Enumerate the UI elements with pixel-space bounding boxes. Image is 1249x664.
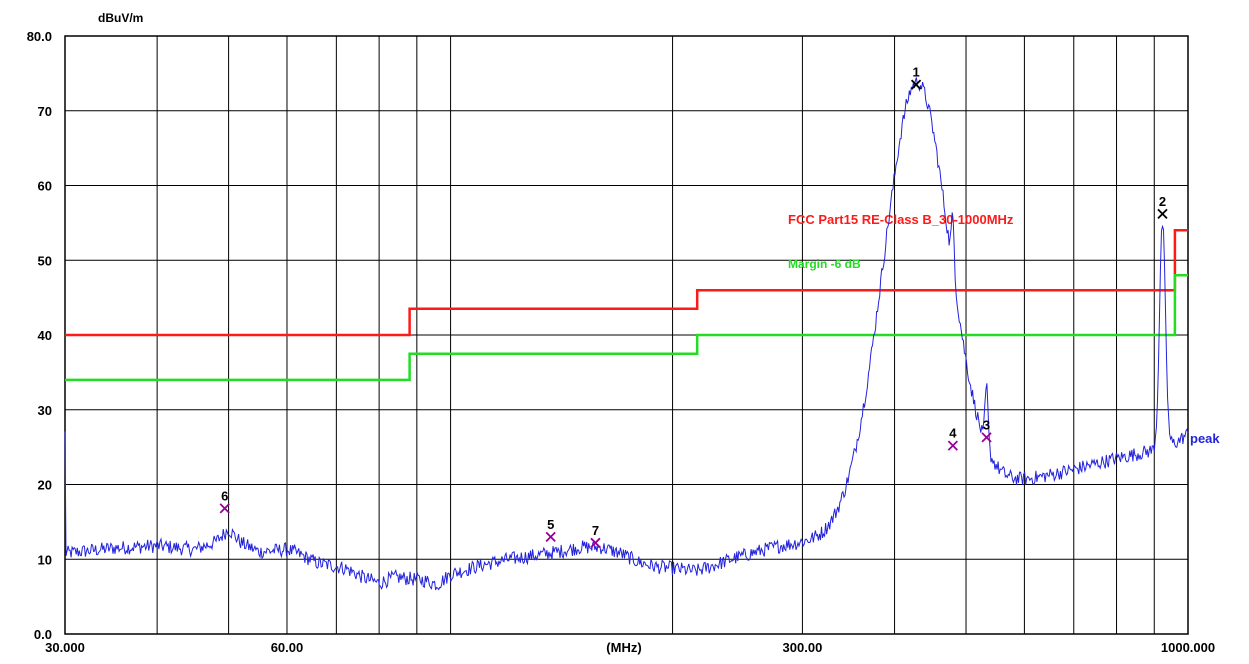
y-tick-label: 70 (38, 104, 52, 119)
x-unit-label: (MHz) (606, 640, 641, 655)
marker-label: 1 (912, 65, 919, 80)
marker-2: 2 (1157, 194, 1168, 220)
marker-label: 4 (949, 426, 957, 441)
x-tick-label: 30.000 (45, 640, 85, 655)
marker-x-stroke (910, 79, 922, 90)
marker-4: 4 (947, 426, 959, 451)
x-tick-label: 1000.000 (1161, 640, 1215, 655)
marker-5: 5 (545, 517, 556, 542)
y-tick-label: 50 (38, 253, 52, 268)
margin-line (65, 273, 1188, 382)
marker-label: 3 (983, 417, 990, 432)
marker-1: 1 (910, 65, 922, 90)
marker-x-stroke (219, 503, 230, 514)
y-unit-label: dBuV/m (98, 11, 143, 25)
marker-x-stroke (545, 531, 556, 542)
marker-label: 5 (547, 517, 554, 532)
y-tick-label: 20 (38, 478, 52, 493)
peak-trace (64, 77, 1189, 591)
x-tick-label: 300.00 (783, 640, 823, 655)
marker-x-stroke (981, 432, 992, 443)
marker-x-stroke (947, 440, 959, 451)
marker-label: 7 (592, 523, 599, 538)
marker-7: 7 (590, 523, 601, 548)
x-tick-label: 60.00 (271, 640, 304, 655)
margin-line-label: Margin -6 dB (788, 257, 861, 271)
marker-label: 6 (221, 488, 228, 503)
y-tick-label: 60 (38, 179, 52, 194)
y-tick-label: 40 (38, 328, 52, 343)
y-tick-label: 30 (38, 403, 52, 418)
marker-x-stroke (590, 537, 601, 548)
marker-6: 6 (219, 488, 230, 514)
marker-3: 3 (981, 417, 992, 443)
y-tick-label: 80.0 (27, 29, 52, 44)
y-tick-label: 10 (38, 552, 52, 567)
limit-line (65, 229, 1188, 337)
y-tick-label: 0.0 (34, 627, 52, 642)
limit-line-label: FCC Part15 RE-Class B_30-1000MHz (788, 212, 1014, 227)
marker-x-stroke (1157, 208, 1168, 220)
trace-name-label: peak (1190, 431, 1220, 446)
marker-label: 2 (1159, 194, 1166, 209)
